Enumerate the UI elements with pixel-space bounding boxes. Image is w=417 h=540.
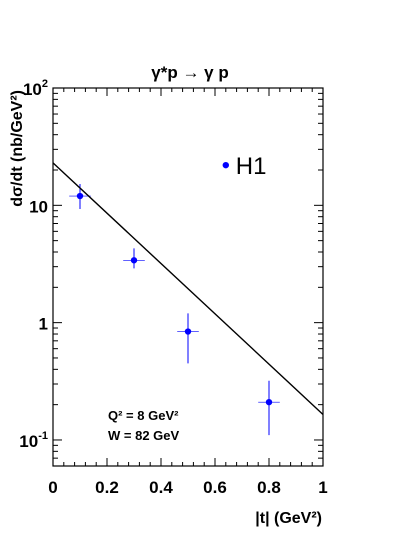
y-tick-label: 102 [23, 78, 48, 99]
annotation-w: W = 82 GeV [108, 428, 179, 443]
x-tick-label: 0.6 [203, 478, 227, 497]
x-tick-label: 1 [318, 478, 327, 497]
x-axis-label: |t| (GeV²) [255, 510, 322, 527]
plot-frame [52, 87, 324, 467]
x-axis-ticks: 0 0.2 0.4 0.6 0.8 1 [48, 88, 328, 497]
x-tick-label: 0.4 [149, 478, 173, 497]
y-tick-label: 10-1 [19, 430, 48, 451]
data-point [76, 192, 84, 200]
y-axis-ticks: 102 10 1 10-1 [19, 78, 323, 459]
x-tick-label: 0.2 [95, 478, 119, 497]
x-tick-label: 0 [48, 478, 57, 497]
chart-title: γ*p → γ p [151, 63, 228, 82]
legend-label-h1: H1 [236, 153, 267, 180]
x-tick-label: 0.8 [257, 478, 281, 497]
y-axis-label: dσ/dt (nb/GeV²) [9, 90, 26, 207]
legend: H1 [222, 153, 267, 180]
y-tick-label: 1 [39, 315, 48, 334]
y-tick-label: 10 [29, 197, 48, 216]
data-point [265, 398, 273, 406]
series-layer [52, 162, 324, 436]
model-curve [52, 162, 324, 415]
data-point [184, 328, 192, 335]
annotation-q2: Q² = 8 GeV² [108, 408, 179, 423]
legend-marker-h1 [222, 161, 229, 169]
data-point [130, 257, 138, 264]
